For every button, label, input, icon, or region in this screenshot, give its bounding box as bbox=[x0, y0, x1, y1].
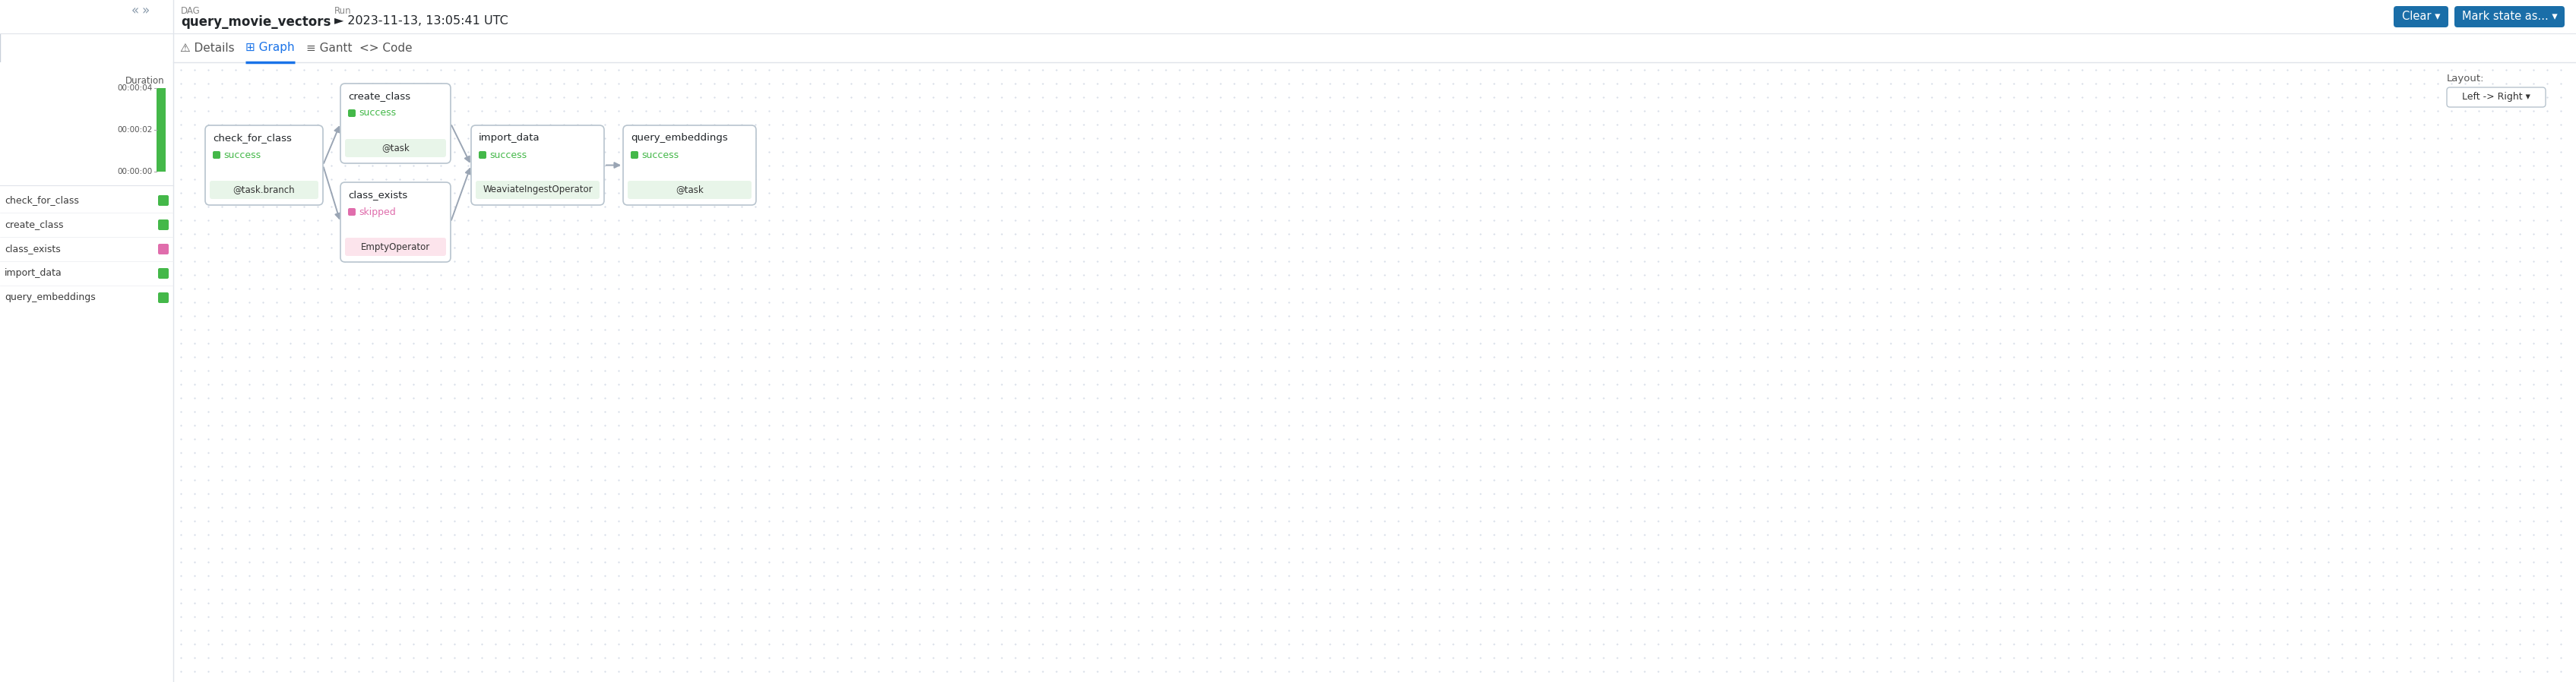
FancyBboxPatch shape bbox=[214, 151, 222, 159]
FancyBboxPatch shape bbox=[340, 182, 451, 262]
Text: Left -> Right ▾: Left -> Right ▾ bbox=[2463, 92, 2530, 102]
FancyBboxPatch shape bbox=[2455, 6, 2566, 27]
FancyBboxPatch shape bbox=[157, 268, 167, 279]
Text: Mark state as... ▾: Mark state as... ▾ bbox=[2463, 11, 2558, 23]
Text: ⚠ Details: ⚠ Details bbox=[180, 42, 234, 54]
Text: success: success bbox=[641, 150, 677, 160]
Text: class_exists: class_exists bbox=[5, 244, 62, 254]
FancyBboxPatch shape bbox=[471, 125, 605, 205]
Text: create_class: create_class bbox=[5, 220, 64, 230]
Text: success: success bbox=[224, 150, 260, 160]
Text: Clear ▾: Clear ▾ bbox=[2401, 11, 2439, 23]
Text: 00:00:02: 00:00:02 bbox=[118, 126, 152, 134]
Text: WeaviateIngestOperator: WeaviateIngestOperator bbox=[482, 185, 592, 195]
FancyBboxPatch shape bbox=[157, 195, 167, 206]
FancyBboxPatch shape bbox=[348, 109, 355, 117]
FancyBboxPatch shape bbox=[479, 151, 487, 159]
Text: skipped: skipped bbox=[358, 207, 397, 217]
Text: 00:00:00: 00:00:00 bbox=[118, 168, 152, 175]
FancyBboxPatch shape bbox=[348, 208, 355, 216]
Text: import_data: import_data bbox=[479, 133, 541, 143]
FancyBboxPatch shape bbox=[157, 293, 167, 303]
FancyBboxPatch shape bbox=[629, 181, 752, 199]
Text: EmptyOperator: EmptyOperator bbox=[361, 242, 430, 252]
FancyBboxPatch shape bbox=[345, 238, 446, 256]
FancyBboxPatch shape bbox=[209, 181, 319, 199]
Text: Duration: Duration bbox=[124, 76, 165, 86]
FancyBboxPatch shape bbox=[340, 83, 451, 163]
FancyBboxPatch shape bbox=[623, 125, 757, 205]
Text: @task: @task bbox=[381, 143, 410, 153]
FancyBboxPatch shape bbox=[477, 181, 600, 199]
Text: DAG: DAG bbox=[180, 6, 201, 16]
Text: query_movie_vectors: query_movie_vectors bbox=[180, 15, 330, 29]
Text: query_embeddings: query_embeddings bbox=[5, 293, 95, 303]
FancyBboxPatch shape bbox=[345, 139, 446, 158]
Text: Run: Run bbox=[335, 6, 350, 16]
Text: check_for_class: check_for_class bbox=[5, 196, 80, 205]
FancyBboxPatch shape bbox=[2447, 87, 2545, 107]
Text: ≡ Gantt: ≡ Gantt bbox=[307, 42, 353, 54]
Bar bbox=[0, 62, 173, 682]
FancyBboxPatch shape bbox=[2393, 6, 2447, 27]
FancyBboxPatch shape bbox=[157, 220, 167, 230]
Text: create_class: create_class bbox=[348, 91, 410, 101]
Text: Layout:: Layout: bbox=[2447, 74, 2483, 83]
Text: ⊞ Graph: ⊞ Graph bbox=[245, 42, 294, 54]
Bar bbox=[173, 33, 2576, 62]
Text: @task.branch: @task.branch bbox=[232, 185, 296, 195]
FancyBboxPatch shape bbox=[157, 243, 167, 254]
Text: «: « bbox=[131, 4, 139, 18]
FancyBboxPatch shape bbox=[631, 151, 639, 159]
Text: 00:00:04: 00:00:04 bbox=[118, 85, 152, 92]
Text: class_exists: class_exists bbox=[348, 190, 407, 200]
Text: <> Code: <> Code bbox=[361, 42, 412, 54]
Text: »: » bbox=[142, 4, 149, 18]
Text: ► 2023-11-13, 13:05:41 UTC: ► 2023-11-13, 13:05:41 UTC bbox=[335, 15, 507, 27]
Text: import_data: import_data bbox=[5, 269, 62, 278]
Bar bbox=[157, 88, 165, 172]
Bar bbox=[0, 0, 2576, 33]
FancyBboxPatch shape bbox=[206, 125, 322, 205]
Text: query_embeddings: query_embeddings bbox=[631, 133, 729, 143]
Text: check_for_class: check_for_class bbox=[214, 133, 291, 143]
Text: success: success bbox=[358, 108, 397, 118]
Text: success: success bbox=[489, 150, 526, 160]
Text: @task: @task bbox=[675, 185, 703, 195]
